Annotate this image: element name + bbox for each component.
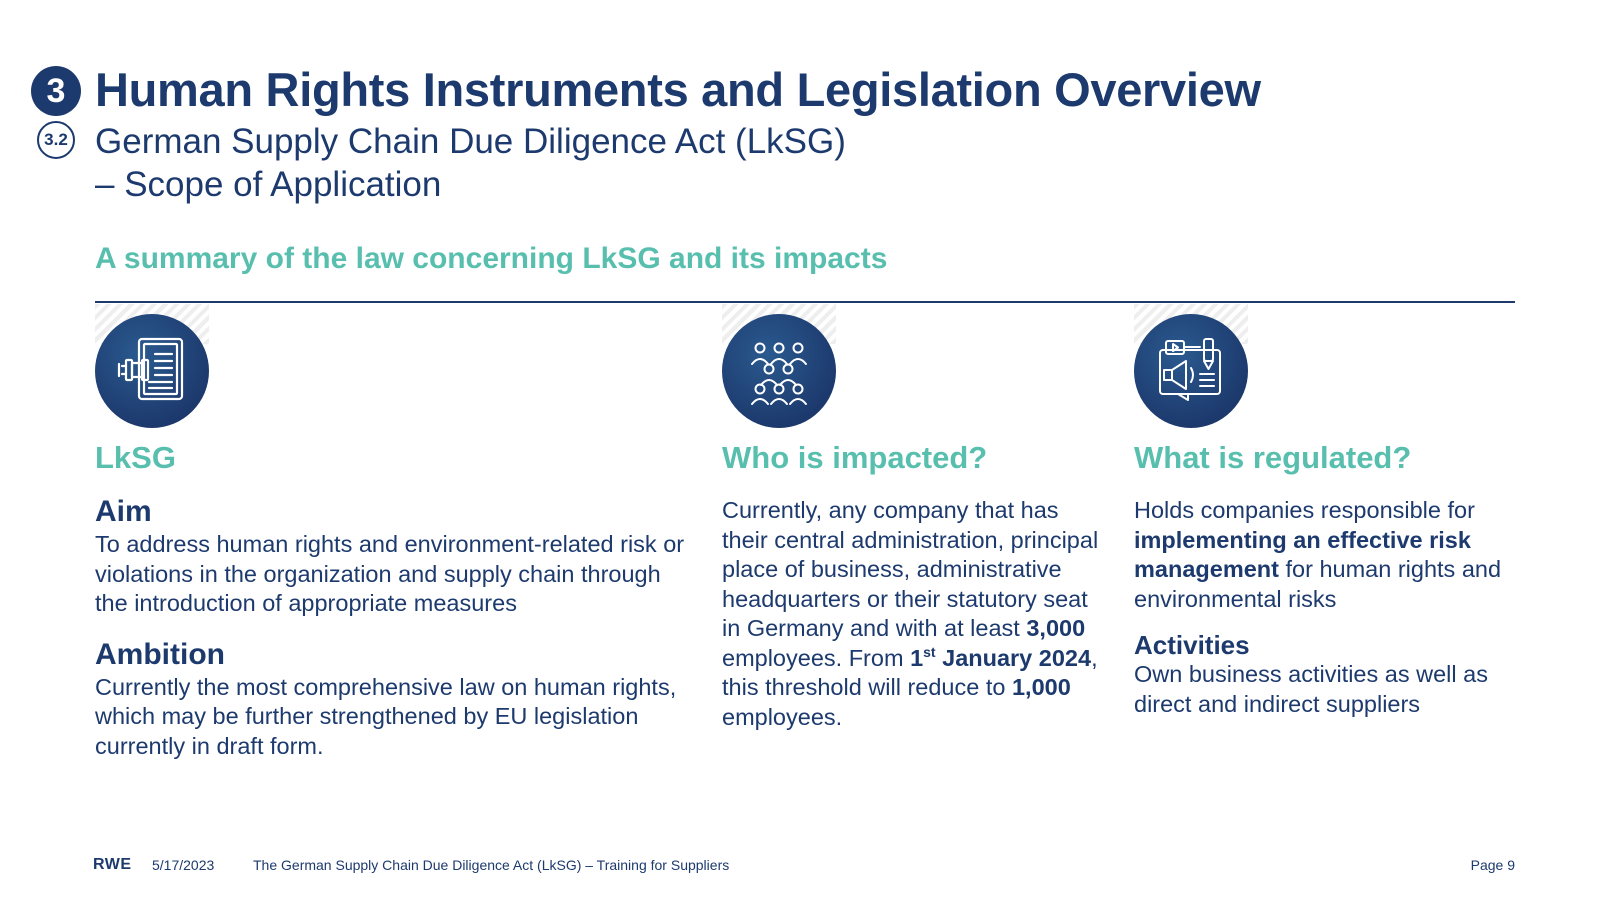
who-text-part-3: , this threshold will reduce to bbox=[722, 644, 1098, 701]
lksg-title: LkSG bbox=[95, 440, 176, 475]
page-number: Page 9 bbox=[1470, 857, 1515, 873]
what-regulated-column: What is regulated? Holds companies respo… bbox=[1134, 304, 1534, 719]
rwe-logo: RWE bbox=[93, 856, 132, 873]
megaphone-media-icon bbox=[1134, 314, 1248, 428]
page-title: Human Rights Instruments and Legislation… bbox=[95, 63, 1261, 116]
what-text-part-1: Holds companies responsible for bbox=[1134, 497, 1475, 523]
section-number-badge: 3 bbox=[31, 66, 81, 116]
threshold-3000: 3,000 bbox=[1026, 615, 1086, 641]
law-document-gavel-icon bbox=[95, 314, 209, 428]
who-text-part-2: employees. From bbox=[722, 644, 911, 671]
who-text-part-1: Currently, any company that has their ce… bbox=[722, 497, 1099, 641]
who-text: Currently, any company that has their ce… bbox=[722, 496, 1102, 732]
date-day: 1 bbox=[910, 644, 924, 671]
section-heading: A summary of the law concerning LkSG and… bbox=[95, 242, 888, 275]
footer-date: 5/17/2023 bbox=[152, 857, 215, 873]
ambition-heading: Ambition bbox=[95, 637, 225, 671]
date-rest: January 2024 bbox=[935, 644, 1092, 671]
who-text-part-4: employees. bbox=[722, 703, 843, 730]
lksg-icon-container bbox=[95, 304, 209, 428]
lksg-column: LkSG Aim To address human rights and env… bbox=[95, 304, 695, 761]
what-icon-container bbox=[1134, 304, 1248, 428]
divider bbox=[95, 301, 1515, 303]
date-ordinal: st bbox=[923, 643, 936, 660]
activities-heading: Activities bbox=[1134, 630, 1250, 660]
activities-text: Own business activities as well as direc… bbox=[1134, 661, 1488, 717]
aim-text: To address human rights and environment-… bbox=[95, 531, 685, 616]
threshold-1000: 1,000 bbox=[1011, 674, 1071, 700]
who-impacted-column: Who is impacted? Currently, any company … bbox=[722, 304, 1102, 732]
what-text: Holds companies responsible for implemen… bbox=[1134, 496, 1534, 614]
what-title: What is regulated? bbox=[1134, 440, 1412, 475]
page-subtitle: German Supply Chain Due Diligence Act (L… bbox=[95, 120, 846, 206]
date-january-2024: 1st January 2024 bbox=[910, 645, 1091, 671]
aim-heading: Aim bbox=[95, 495, 152, 528]
risk-management-emphasis: implementing an effective risk managemen… bbox=[1134, 526, 1471, 583]
subtitle-line-1: German Supply Chain Due Diligence Act (L… bbox=[95, 122, 846, 161]
who-title: Who is impacted? bbox=[722, 440, 988, 475]
what-text-part-2: for human rights and environmental risks bbox=[1134, 556, 1502, 612]
who-icon-container bbox=[722, 304, 836, 428]
subtitle-line-2: – Scope of Application bbox=[95, 165, 442, 204]
subsection-number-badge: 3.2 bbox=[37, 121, 75, 159]
people-group-icon bbox=[722, 314, 836, 428]
footer-title: The German Supply Chain Due Diligence Ac… bbox=[253, 857, 730, 873]
ambition-text: Currently the most comprehensive law on … bbox=[95, 673, 677, 759]
